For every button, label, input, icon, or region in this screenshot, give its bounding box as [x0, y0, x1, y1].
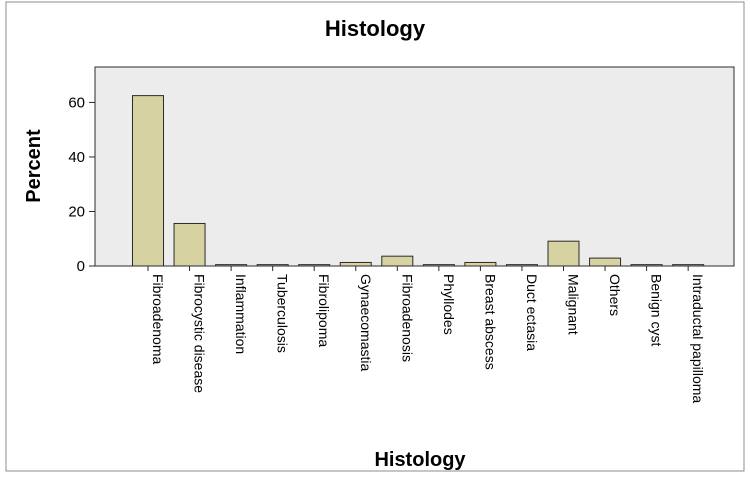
x-tick-label: Fibroadenoma: [150, 274, 166, 364]
x-tick-label: Fibroadenosis: [399, 274, 415, 362]
bar: [298, 264, 331, 267]
x-tick-label: Gynaecomastia: [358, 274, 374, 371]
bar: [256, 264, 289, 267]
bar: [215, 264, 248, 267]
y-tick-label: 0: [77, 258, 85, 275]
bar: [132, 95, 164, 267]
bar: [422, 264, 455, 267]
x-tick-label: Benign cyst: [649, 274, 665, 346]
x-axis-label: Histology: [374, 449, 466, 471]
x-axis: Fibroadenoma Fibrocystic disease Inflammat…: [147, 266, 706, 403]
y-tick-label: 20: [68, 203, 85, 220]
x-tick-label: Others: [607, 274, 623, 316]
x-tick-label: Intraductal papilloma: [690, 274, 706, 403]
x-tick-label: Phyllodes: [441, 274, 457, 335]
chart-title: Histology: [325, 16, 426, 41]
x-tick-label: Duct ectasia: [524, 274, 540, 351]
bar: [173, 222, 206, 267]
x-tick-label: Tuberculosis: [275, 274, 291, 353]
y-axis: 0 20 40 60: [68, 94, 95, 275]
x-tick-label: Inflammation: [233, 274, 249, 354]
bar: [672, 264, 705, 267]
bar: [630, 264, 663, 267]
bars: [132, 95, 705, 267]
bar: [339, 261, 372, 267]
bar: [505, 264, 538, 267]
bar: [547, 240, 580, 267]
y-tick-label: 40: [68, 149, 85, 166]
x-tick-label: Breast abscess: [482, 274, 498, 370]
bar: [381, 255, 414, 267]
y-axis-label: Percent: [23, 129, 45, 203]
bar: [464, 261, 497, 267]
y-tick-label: 60: [68, 94, 85, 111]
x-tick-label: Fibrolipoma: [316, 274, 332, 347]
x-tick-label: Fibrocystic disease: [192, 274, 208, 393]
x-tick-label: Malignant: [566, 274, 582, 335]
bar: [589, 257, 622, 267]
